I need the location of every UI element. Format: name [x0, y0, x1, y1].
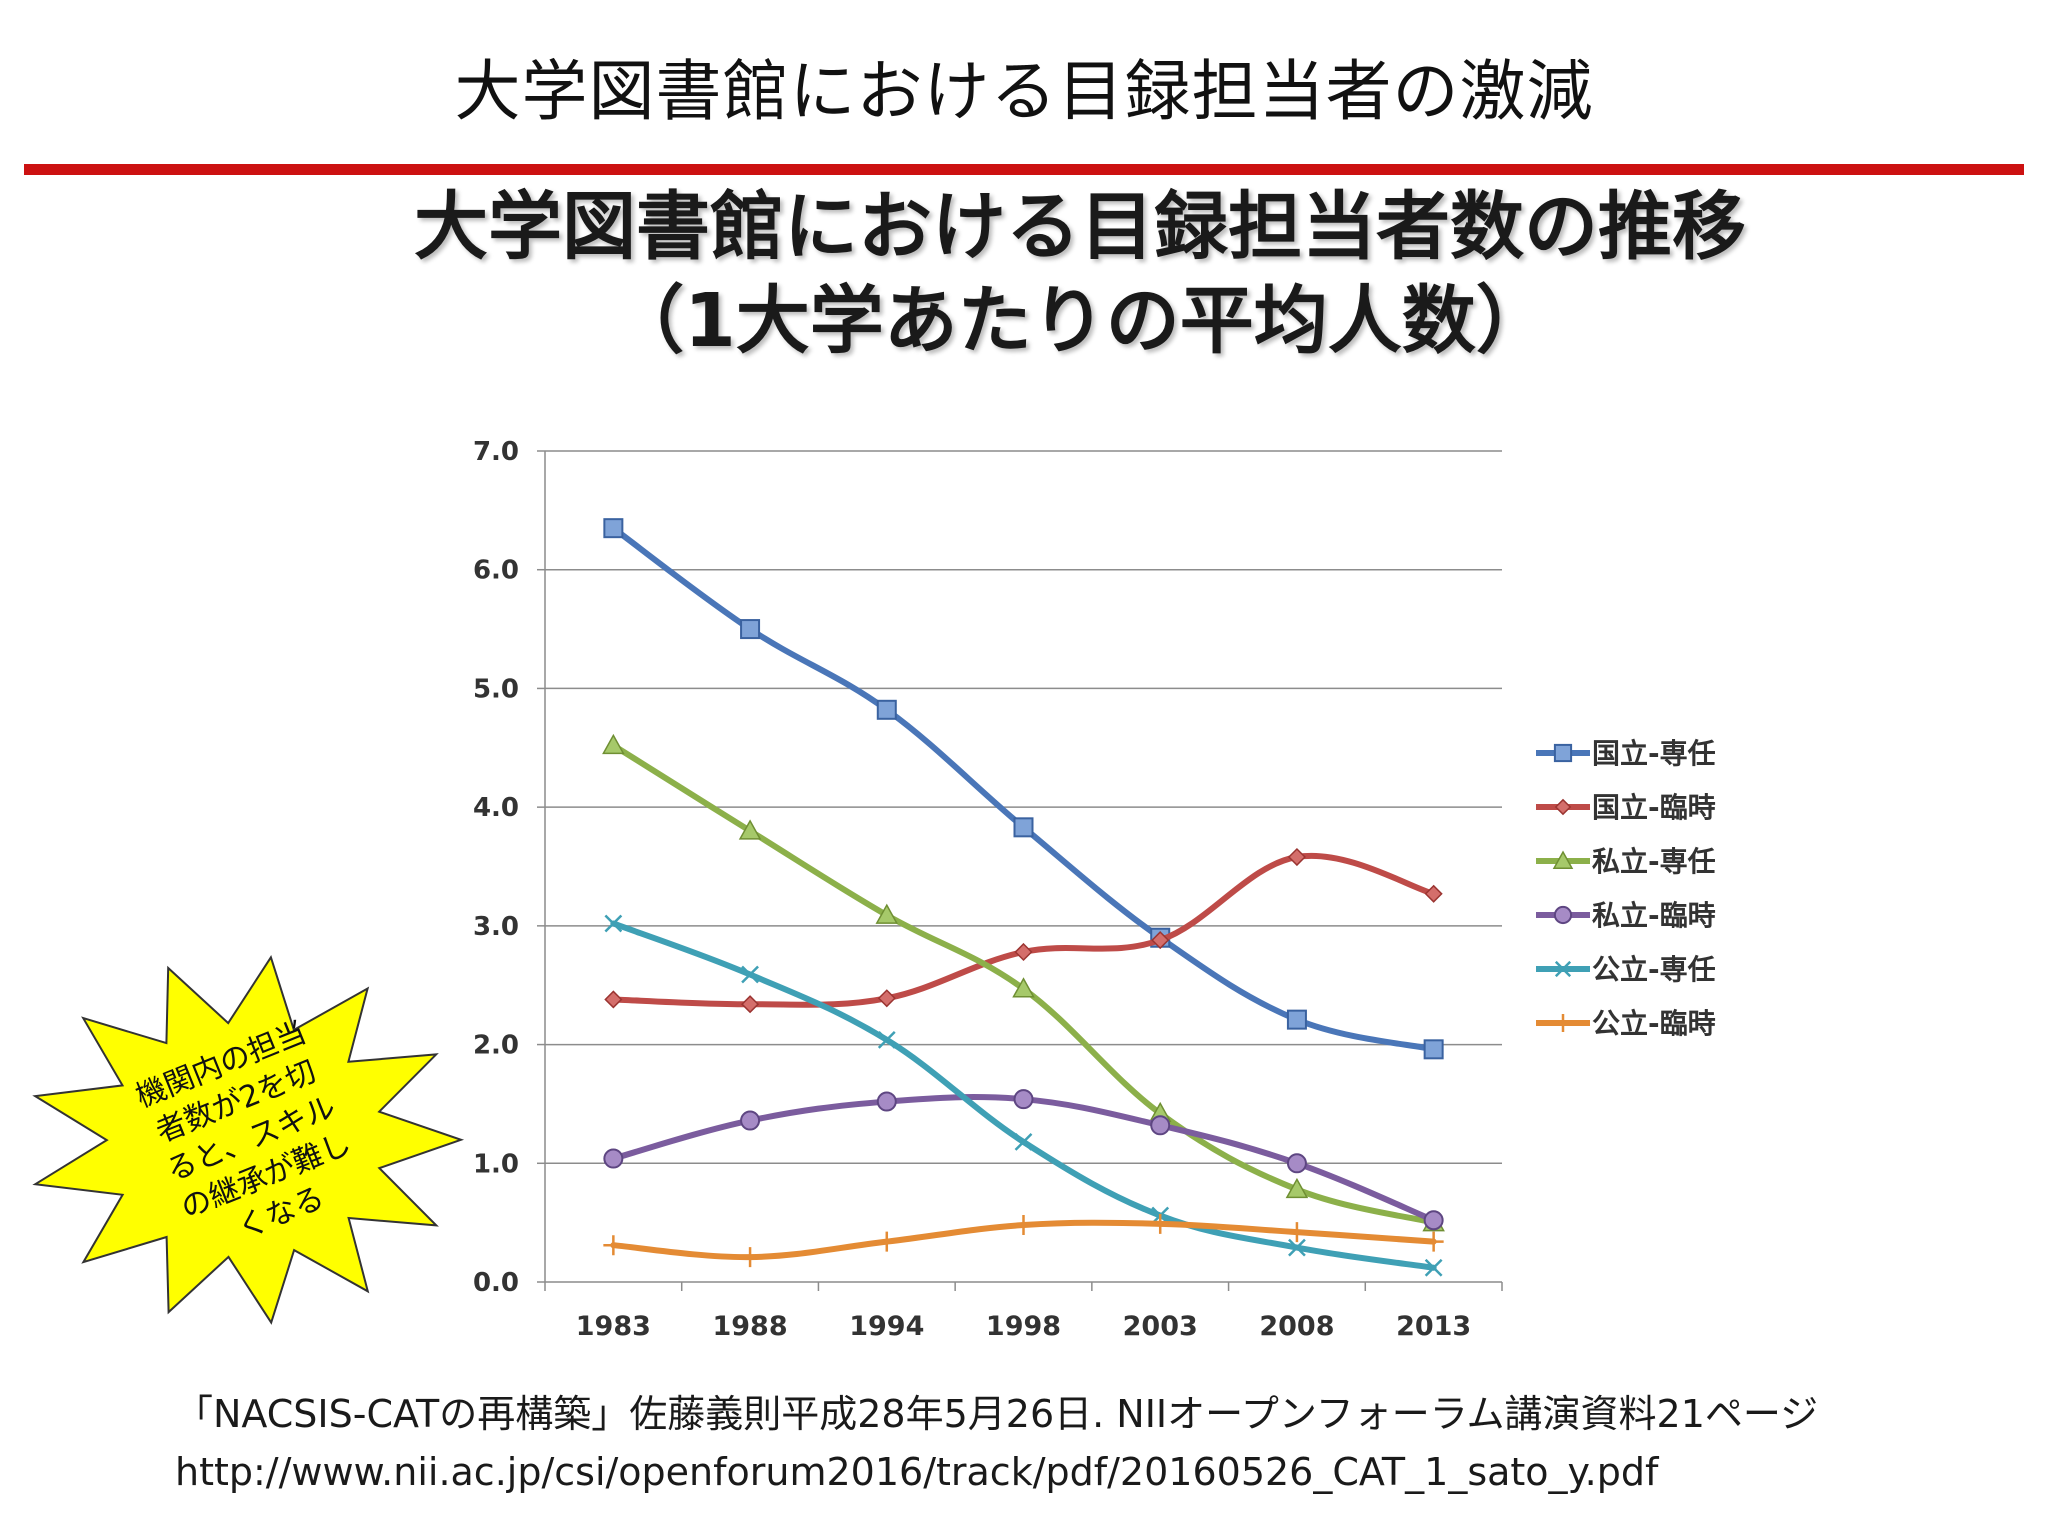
data-point	[740, 619, 761, 640]
slide-title: 大学図書館における目録担当者の激減	[454, 53, 1594, 130]
data-point	[876, 699, 897, 720]
data-point	[1013, 1215, 1034, 1236]
data-point	[603, 1235, 624, 1256]
citation-text: 「NACSIS-CATの再構築」佐藤義則平成28年5月26日. NIIオープンフ…	[175, 1392, 1819, 1436]
data-point	[1012, 977, 1035, 998]
data-point	[877, 1030, 896, 1049]
citation-url[interactable]: http://www.nii.ac.jp/csi/openforum2016/t…	[175, 1450, 1659, 1494]
chart-title-line1: 大学図書館における目録担当者数の推移	[414, 184, 1746, 270]
legend-item: 私立-専任	[1536, 845, 1716, 878]
axes: 0.0 1.0 2.0 3.0 4.0 5.0 6.0 7.0 1983 1988 1994 1998…	[473, 437, 1503, 1342]
data-point	[603, 518, 624, 539]
data-point	[741, 965, 759, 984]
series-2	[604, 847, 1443, 1014]
x-tick-label: 1994	[849, 1311, 924, 1342]
y-tick-label: 1.0	[473, 1149, 519, 1179]
y-tick-label: 4.0	[473, 793, 519, 823]
y-tick-label: 5.0	[473, 674, 519, 704]
data-point	[602, 733, 625, 755]
data-point	[1554, 960, 1572, 978]
data-point	[1285, 1177, 1309, 1199]
y-tick-label: 3.0	[473, 912, 519, 942]
data-point	[1013, 1089, 1034, 1110]
legend-item: 私立-臨時	[1536, 899, 1716, 932]
legend-label: 国立-臨時	[1592, 791, 1716, 824]
series-lines	[602, 518, 1445, 1277]
x-tick-label: 2008	[1259, 1311, 1334, 1342]
source-citation: 「NACSIS-CATの再構築」佐藤義則平成28年5月26日. NIIオープンフ…	[175, 1385, 1975, 1501]
data-point	[1150, 1115, 1171, 1136]
chart-title-line2: （1大学あたりの平均人数）	[610, 278, 1550, 364]
data-point	[1552, 850, 1574, 869]
legend-item: 国立-専任	[1536, 737, 1716, 770]
legend-label: 国立-専任	[1592, 737, 1716, 770]
legend-label: 公立-専任	[1592, 953, 1716, 986]
data-point	[1554, 1014, 1572, 1032]
data-point	[1288, 1238, 1306, 1257]
legend-item: 公立-専任	[1536, 953, 1716, 986]
data-point	[1286, 1153, 1307, 1174]
y-tick-label: 6.0	[473, 556, 519, 586]
data-point	[1014, 942, 1033, 962]
legend-label: 私立-臨時	[1592, 899, 1716, 932]
data-point	[740, 1110, 761, 1131]
data-point	[604, 990, 623, 1009]
data-point	[876, 1231, 897, 1252]
legend-label: 公立-臨時	[1592, 1007, 1716, 1040]
data-point	[876, 1091, 897, 1112]
title-divider	[24, 164, 2024, 175]
y-tick-label: 7.0	[473, 437, 519, 467]
legend-item: 国立-臨時	[1536, 791, 1716, 824]
data-point	[1424, 884, 1443, 903]
legend-item: 公立-臨時	[1536, 1007, 1716, 1040]
data-point	[1423, 1210, 1444, 1231]
data-point	[1286, 1222, 1307, 1243]
data-point	[1423, 1231, 1444, 1252]
gridlines	[545, 450, 1502, 1165]
x-tick-label: 1983	[576, 1311, 651, 1342]
y-tick-label: 0.0	[473, 1268, 519, 1298]
data-point	[1013, 817, 1034, 838]
callout-burst-shape	[32, 954, 465, 1325]
data-point	[1151, 931, 1170, 950]
data-point	[875, 903, 899, 924]
series-4	[603, 1089, 1444, 1231]
chart-title: 大学図書館における目録担当者数の推移 （1大学あたりの平均人数）	[340, 180, 1820, 368]
series-line	[610, 1094, 1437, 1224]
data-point	[1286, 1009, 1307, 1030]
data-point	[1424, 1258, 1443, 1277]
data-point	[1553, 743, 1573, 763]
x-tick-label: 2003	[1123, 1311, 1198, 1342]
data-point	[877, 989, 896, 1008]
data-point	[1423, 1039, 1444, 1060]
data-point	[1553, 905, 1573, 925]
data-point	[1554, 798, 1572, 816]
x-tick-label: 2013	[1396, 1311, 1471, 1342]
data-point	[1287, 847, 1306, 867]
data-point	[740, 1247, 761, 1268]
x-tick-label: 1998	[986, 1311, 1061, 1342]
data-point	[604, 914, 623, 933]
legend-label: 私立-専任	[1592, 845, 1716, 878]
data-point	[1014, 1133, 1033, 1151]
data-point	[603, 1148, 624, 1169]
data-point	[1150, 1213, 1171, 1234]
y-tick-label: 2.0	[473, 1031, 519, 1061]
x-tick-label: 1988	[712, 1311, 787, 1342]
series-6	[603, 1213, 1444, 1268]
data-point	[738, 819, 762, 840]
series-3	[602, 733, 1445, 1232]
data-point	[741, 995, 760, 1014]
